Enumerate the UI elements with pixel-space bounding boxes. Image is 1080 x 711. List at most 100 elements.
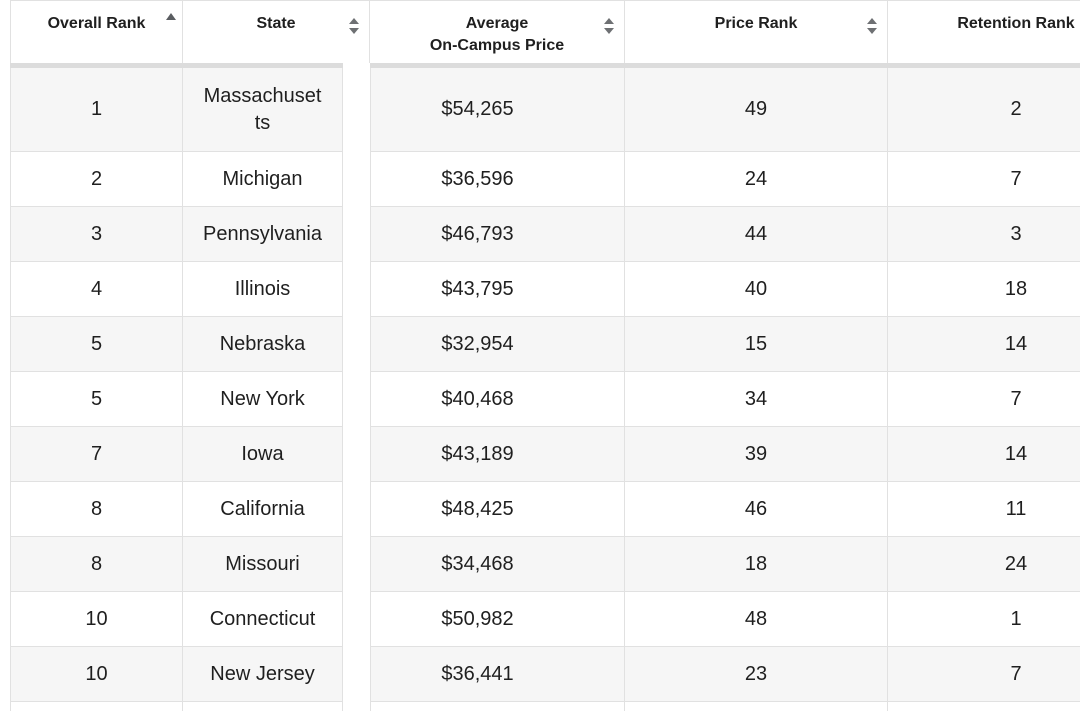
cell-retention-rank: 7 [888,152,1080,207]
cell-price-rank: 39 [625,427,888,482]
cell-value: Michigan [222,167,303,190]
cell-state: Massachusetts [183,68,343,152]
cell-state: Michigan [183,152,343,207]
table-row: 8 Missouri $34,468 18 24 [10,537,1080,592]
cell-price-rank: 34 [625,372,888,427]
cell-retention-rank: 7 [888,647,1080,702]
frozen-column-gap [343,372,370,427]
cell-value: $50,982 [441,607,514,630]
table-row: 5 New York $40,468 34 7 [10,372,1080,427]
cell-retention-rank: 14 [888,427,1080,482]
cell-value: New Jersey [210,662,315,685]
cell-retention-rank: 24 [888,537,1080,592]
cell-retention-rank: 3 [888,207,1080,262]
frozen-column-gap [343,702,370,711]
column-header-price-rank[interactable]: Price Rank [625,0,888,63]
cell-value: Missouri [225,552,300,575]
header-shadow-left [10,63,343,68]
cell-value: 2 [90,167,103,190]
cell-overall-rank: 3 [10,207,183,262]
cell-overall-rank: 10 [10,647,183,702]
cell-price-rank [625,702,888,711]
frozen-column-gap [343,262,370,317]
cell-overall-rank: 5 [10,317,183,372]
cell-value: California [220,497,305,520]
column-header-avg-price[interactable]: Average On-Campus Price [370,0,625,63]
cell-state: Pennsylvania [183,207,343,262]
cell-avg-price: $50,982 [370,592,625,647]
table-row-partial [10,702,1080,711]
cell-value: 49 [744,98,768,120]
frozen-column-gap [343,63,370,68]
frozen-column-gap [343,207,370,262]
cell-value: $48,425 [441,497,514,520]
frozen-column-gap [343,592,370,647]
column-header-retention-rank[interactable]: Retention Rank [888,0,1080,63]
cell-price-rank: 15 [625,317,888,372]
cell-state: New York [183,372,343,427]
cell-price-rank: 23 [625,647,888,702]
cell-avg-price: $43,189 [370,427,625,482]
cell-value: 48 [744,607,768,630]
column-label-price-rank: Price Rank [714,15,798,32]
cell-state: New Jersey [183,647,343,702]
cell-value: 8 [90,552,103,575]
table-row: 2 Michigan $36,596 24 7 [10,152,1080,207]
table-row: 8 California $48,425 46 11 [10,482,1080,537]
cell-retention-rank: 2 [888,68,1080,152]
cell-avg-price: $43,795 [370,262,625,317]
frozen-column-gap [343,68,370,152]
frozen-column-gap [343,152,370,207]
cell-value: $32,954 [441,332,514,355]
cell-value: 24 [744,167,768,190]
cell-price-rank: 18 [625,537,888,592]
table-body: 1 Massachusetts $54,265 49 2 2 Michigan $36,596… [10,68,1080,711]
cell-value: New York [220,387,305,410]
sort-both-icon [604,18,614,34]
cell-state: Connecticut [183,592,343,647]
cell-value: Illinois [234,277,291,300]
cell-avg-price: $46,793 [370,207,625,262]
cell-overall-rank [10,702,183,711]
cell-value: $36,596 [441,167,514,190]
cell-value: 1 [1010,607,1022,630]
cell-price-rank: 46 [625,482,888,537]
sort-ascending-icon [166,13,176,20]
column-header-state[interactable]: State [183,0,370,63]
cell-value: 1 [90,98,103,120]
cell-value: 24 [1004,552,1028,575]
frozen-column-gap [343,427,370,482]
cell-retention-rank: 14 [888,317,1080,372]
cell-value: $43,189 [441,442,514,465]
column-label-retention-rank: Retention Rank [957,15,1075,32]
cell-avg-price [370,702,625,711]
frozen-column-gap [343,317,370,372]
column-header-overall-rank[interactable]: Overall Rank [10,0,183,63]
cell-overall-rank: 1 [10,68,183,152]
cell-value: 23 [744,662,768,685]
cell-value: 7 [1010,387,1022,410]
header-shadow-right [370,63,1080,68]
table-row: 1 Massachusetts $54,265 49 2 [10,68,1080,152]
frozen-column-gap [343,482,370,537]
cell-avg-price: $32,954 [370,317,625,372]
header-shadow-band [10,63,1080,68]
cell-state: Nebraska [183,317,343,372]
cell-value: 5 [90,332,103,355]
cell-value: 7 [90,442,103,465]
cell-value: $46,793 [441,222,514,245]
cell-price-rank: 49 [625,68,888,152]
cell-value: 2 [1010,98,1022,120]
cell-state: Missouri [183,537,343,592]
cell-value: 4 [90,277,103,300]
table-row: 10 Connecticut $50,982 48 1 [10,592,1080,647]
cell-retention-rank: 18 [888,262,1080,317]
cell-value: Connecticut [209,607,316,630]
cell-avg-price: $36,596 [370,152,625,207]
cell-avg-price: $40,468 [370,372,625,427]
cell-overall-rank: 2 [10,152,183,207]
cell-overall-rank: 8 [10,537,183,592]
cell-state: California [183,482,343,537]
cell-price-rank: 40 [625,262,888,317]
